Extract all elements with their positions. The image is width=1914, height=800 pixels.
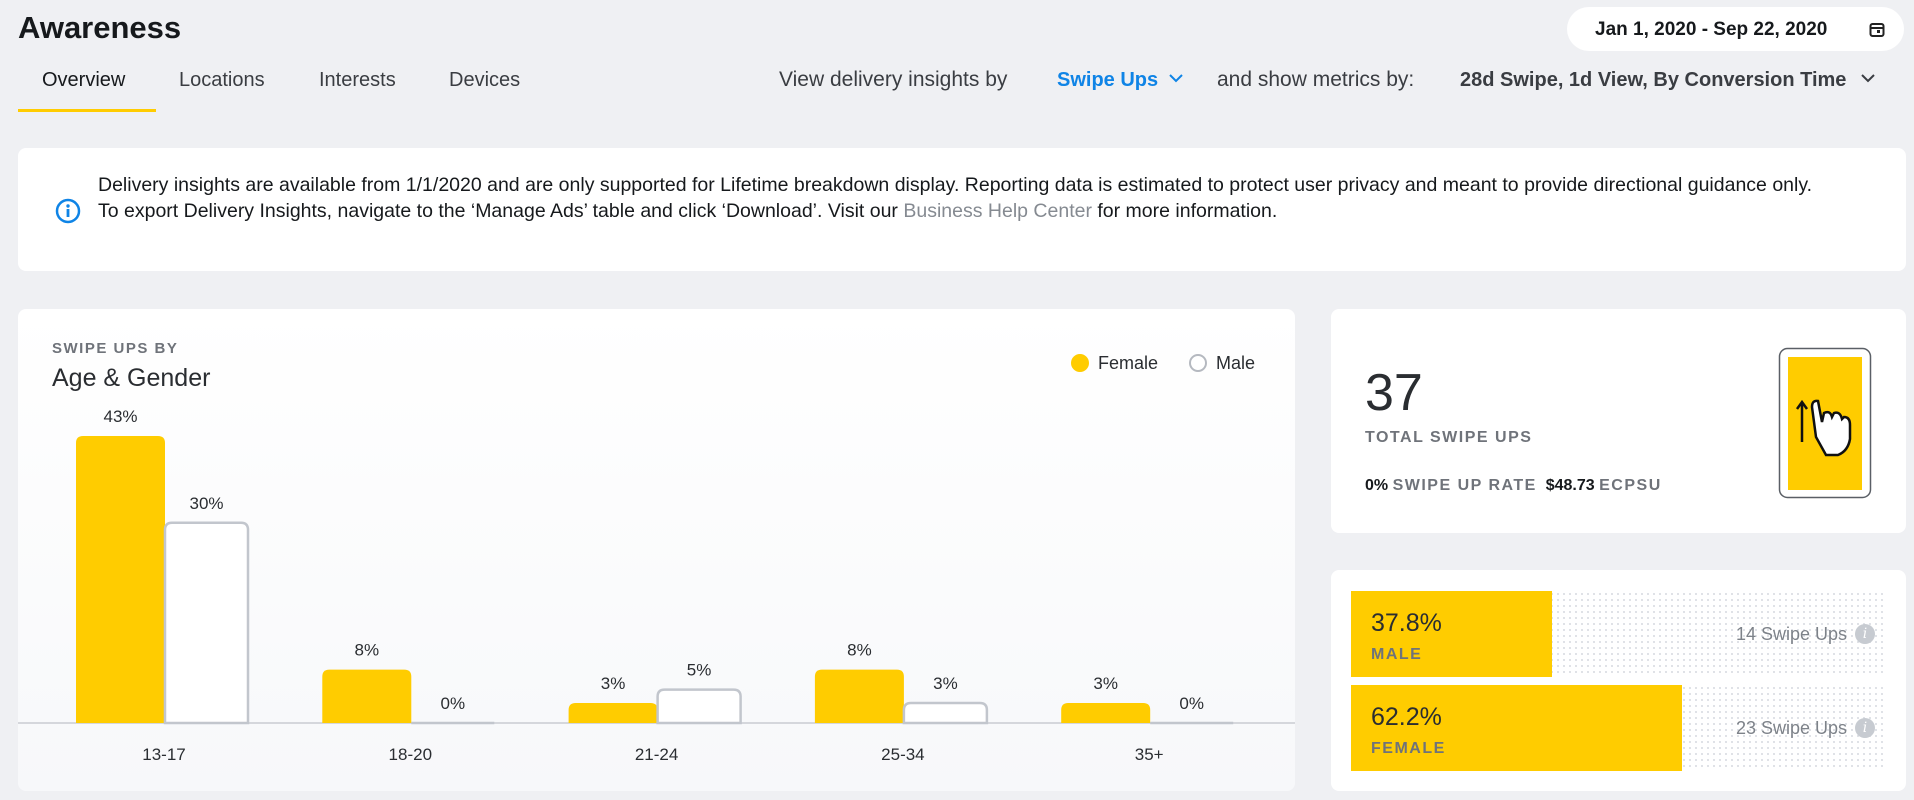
metrics-dropdown[interactable]: 28d Swipe, 1d View, By Conversion Time: [1460, 69, 1882, 92]
dropdown-value: 28d Swipe, 1d View, By Conversion Time: [1460, 69, 1847, 91]
x-tick-label: 21-24: [635, 745, 678, 764]
info-icon: [55, 198, 81, 224]
x-tick-label: 13-17: [142, 745, 185, 764]
gender-name: MALE: [1371, 646, 1423, 663]
chart: 13-17 43% 30% 18-20 8% 0% 21-24 3% 5% 25-34 8% 3% 35…: [18, 353, 1295, 764]
value-label: 3%: [933, 674, 958, 693]
tab-underline: [18, 109, 156, 112]
bar: [902, 701, 989, 725]
tab[interactable]: Interests: [319, 69, 396, 91]
notice-line: Delivery insights are available from 1/1…: [98, 174, 1813, 196]
bar: [163, 521, 250, 725]
gender-bar: [1351, 685, 1682, 771]
value-label: 30%: [189, 494, 223, 513]
x-tick-label: 18-20: [389, 745, 432, 764]
value-label: 8%: [847, 641, 872, 660]
tab[interactable]: Overview: [42, 69, 126, 91]
legend-label: Male: [1216, 353, 1255, 373]
date-range: Jan 1, 2020 - Sep 22, 2020: [1595, 19, 1828, 40]
bar: [656, 688, 742, 725]
bar: [1061, 702, 1151, 723]
page-title: Awareness: [18, 10, 182, 45]
calendar-icon: [1869, 23, 1885, 37]
gender-percent: 62.2%: [1371, 703, 1442, 731]
total-value: 37: [1365, 364, 1423, 422]
chevron: [1169, 74, 1183, 83]
filter-label: and show metrics by:: [1217, 68, 1415, 91]
value-label: 5%: [687, 661, 712, 680]
value-label: 3%: [601, 674, 626, 693]
gender-percent: 37.8%: [1371, 609, 1442, 637]
swipe-count: 23 Swipe Ups: [1735, 718, 1847, 738]
ecpsu-value: $48.73: [1545, 477, 1595, 494]
gender-name: FEMALE: [1371, 740, 1446, 757]
rate-value: 0%: [1365, 477, 1389, 494]
gender-bar: [1351, 591, 1553, 677]
legend-swatch: [1071, 354, 1089, 372]
text: for more information.: [1091, 200, 1278, 222]
bar: [76, 436, 165, 723]
rate-row: 0% SWIPE UP RATE $48.73 ECPSU: [1365, 477, 1662, 495]
summary-card: 37 TOTAL SWIPE UPS 0% SWIPE UP RATE $48.…: [1331, 309, 1906, 533]
date-picker[interactable]: Jan 1, 2020 - Sep 22, 2020: [1567, 7, 1904, 51]
notice-card: Delivery insights are available from 1/1…: [18, 148, 1906, 271]
text: To export Delivery Insights, navigate to…: [98, 200, 904, 222]
rate-label: SWIPE UP RATE: [1392, 477, 1537, 494]
value-label: 3%: [1093, 674, 1118, 693]
value-label: 0%: [441, 694, 466, 713]
notice-line: To export Delivery Insights, navigate to…: [98, 198, 1888, 224]
bar: [568, 702, 658, 723]
value-label: 43%: [103, 407, 137, 426]
gender-track: 37.8% MALE 14 Swipe Ups i: [1351, 591, 1883, 677]
chart-title: Age & Gender: [52, 364, 211, 392]
view-dropdown[interactable]: Swipe Ups: [1057, 69, 1190, 92]
notice-text: Delivery insights are available from 1/1…: [98, 172, 1888, 224]
ecpsu-label: ECPSU: [1599, 477, 1662, 494]
filter-label: View delivery insights by: [779, 68, 1008, 91]
legend-swatch: [1189, 354, 1207, 372]
chart-subtitle: SWIPE UPS BY: [52, 340, 179, 357]
bar: [814, 669, 904, 723]
legend-label: Female: [1098, 353, 1158, 373]
total-label: TOTAL SWIPE UPS: [1365, 429, 1533, 446]
chart-card: SWIPE UPS BY Age & Gender 13-17 43% 30% 18-…: [18, 309, 1295, 791]
help-link[interactable]: Business Help Center: [903, 200, 1092, 222]
tab[interactable]: Devices: [449, 69, 521, 91]
chevron: [1861, 74, 1876, 83]
bar: [322, 669, 412, 723]
dropdown-value: Swipe Ups: [1057, 69, 1159, 91]
swipe-count: 14 Swipe Ups: [1735, 624, 1847, 644]
value-label: 0%: [1179, 694, 1204, 713]
value-label: 8%: [355, 641, 380, 660]
info-dot: i: [1855, 624, 1875, 644]
info-dot: i: [1855, 718, 1875, 738]
gender-card: 37.8% MALE 14 Swipe Ups i 62.2% FEMALE 23 Swip…: [1331, 570, 1906, 791]
tab[interactable]: Locations: [179, 69, 265, 91]
x-tick-label: 35+: [1135, 745, 1164, 764]
x-tick-label: 25-34: [881, 745, 924, 764]
phone-icon: [1778, 347, 1872, 499]
gender-track: 62.2% FEMALE 23 Swipe Ups i: [1351, 685, 1883, 771]
